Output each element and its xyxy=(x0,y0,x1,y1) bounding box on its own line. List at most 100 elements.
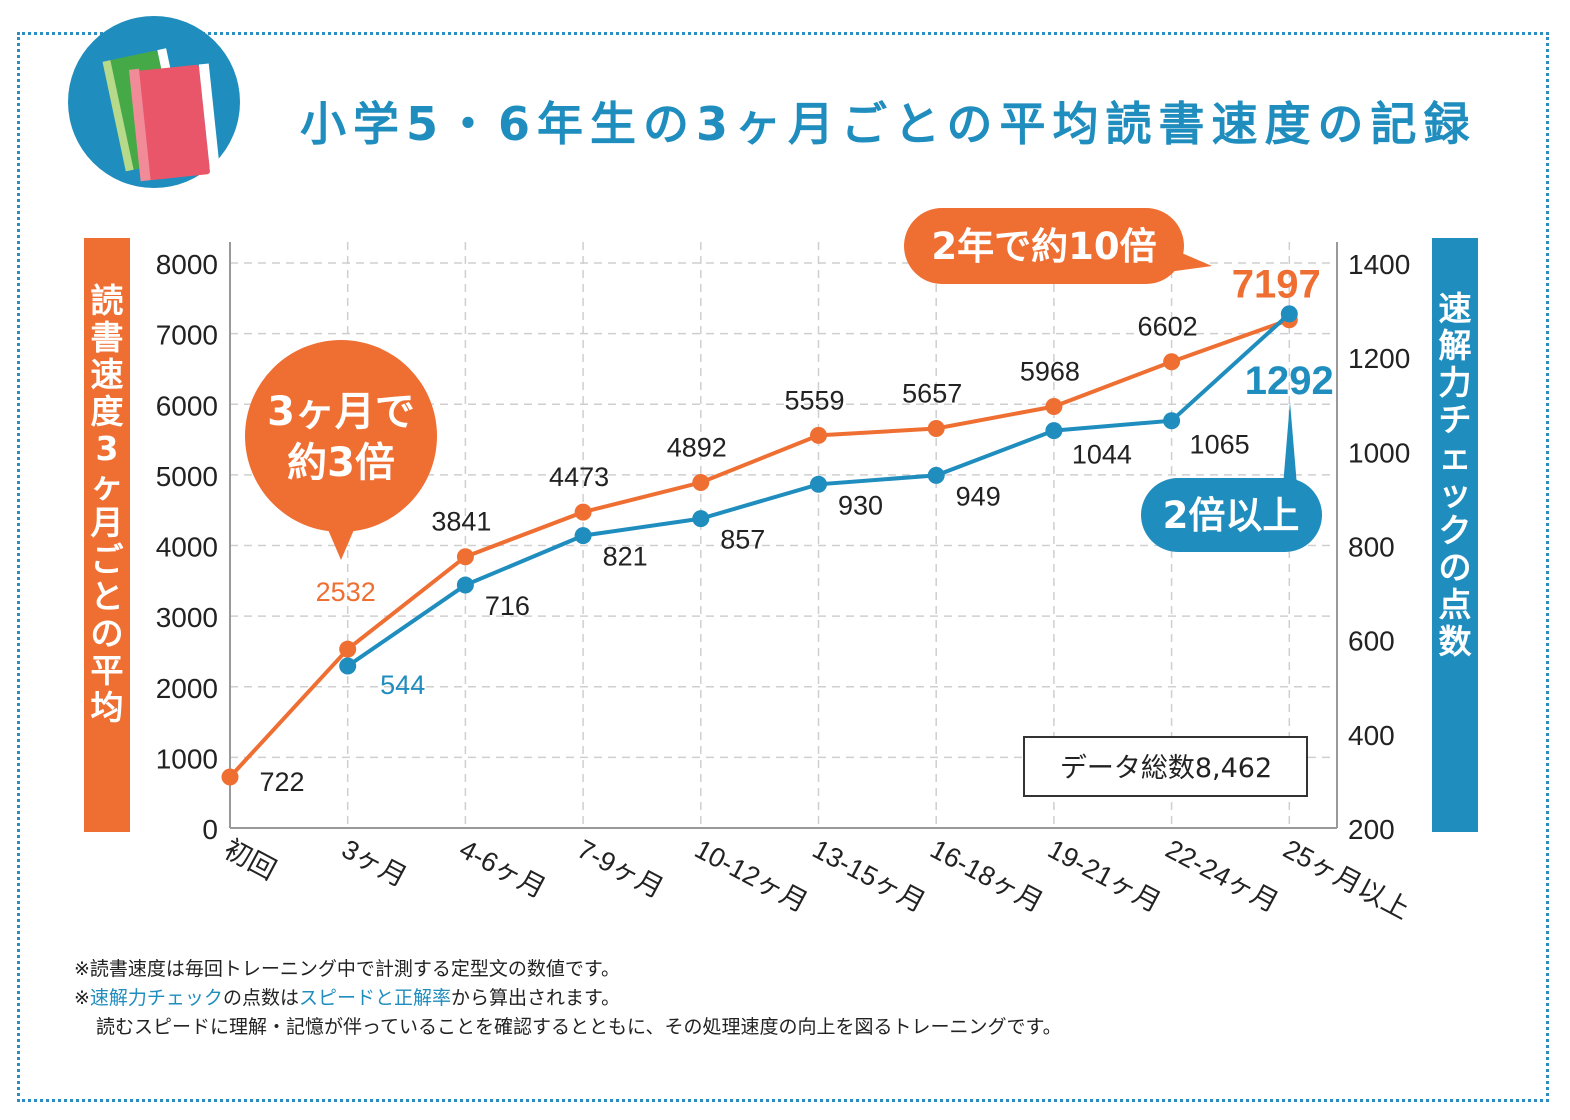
y-left-tick-label: 1000 xyxy=(156,743,218,774)
series-blue-data-label: 544 xyxy=(380,670,425,700)
series-orange-data-label: 2532 xyxy=(316,577,376,607)
series-blue-point xyxy=(927,466,945,484)
y-axis-left-label-char: ご xyxy=(90,540,124,579)
x-tick-label: 4-6ヶ月 xyxy=(455,834,551,904)
series-orange-data-label: 5559 xyxy=(784,385,844,415)
series-orange-data-label: 4892 xyxy=(667,433,727,463)
x-tick-label: 22-24ヶ月 xyxy=(1161,834,1284,918)
y-left-tick-label: 5000 xyxy=(156,461,218,492)
callout-two-years-pointer xyxy=(1168,248,1212,272)
series-orange-point xyxy=(339,640,357,658)
series-blue-point xyxy=(456,576,474,594)
y-axis-left-label-char: 均 xyxy=(90,688,124,727)
y-axis-left-label-char: ヶ xyxy=(90,466,124,505)
note-2-mid: の点数は xyxy=(222,987,299,1009)
y-axis-left-label-char: 平 xyxy=(90,651,124,690)
series-orange-point xyxy=(1163,353,1181,371)
y-left-tick-label: 6000 xyxy=(156,390,218,421)
series-blue-point xyxy=(692,510,710,528)
data-total-box-frame xyxy=(1023,736,1308,797)
callout-three-months-line1: 3ヶ月で xyxy=(267,389,415,435)
x-tick-label: 3ヶ月 xyxy=(337,834,412,893)
series-blue-data-label: 857 xyxy=(720,525,765,555)
callout-double-text: 2倍以上 xyxy=(1163,494,1300,537)
y-axis-right-label-char: 速 xyxy=(1438,289,1472,328)
note-2-prefix: ※ xyxy=(74,987,90,1009)
series-orange-point xyxy=(1045,398,1063,416)
dotted-frame xyxy=(17,32,1549,1102)
y-left-tick-label: 8000 xyxy=(156,249,218,280)
series-orange-data-label: 6602 xyxy=(1138,312,1198,342)
data-total-text: データ総数8,462 xyxy=(1060,753,1272,784)
series-blue-data-label: 1044 xyxy=(1072,440,1132,470)
series-blue-data-label: 716 xyxy=(485,591,530,621)
x-tick-label: 10-12ヶ月 xyxy=(690,834,813,918)
x-tick-label: 19-21ヶ月 xyxy=(1043,834,1166,918)
y-axis-left-label-char: 度 xyxy=(90,392,124,431)
series-orange-data-label: 5657 xyxy=(902,378,962,408)
series-orange-data-label: 5968 xyxy=(1020,357,1080,387)
y-axis-right-label-char: 点 xyxy=(1438,585,1472,624)
data-total-box: データ総数8,462 xyxy=(1023,736,1308,797)
series-orange-line xyxy=(228,317,1290,779)
series-blue-point xyxy=(574,527,592,545)
callout-three-months-bubble xyxy=(245,340,437,532)
series-orange-point xyxy=(810,426,827,444)
y-right-tick-label: 200 xyxy=(1348,814,1395,845)
note-3: 読むスピードに理解・記憶が伴っていることを確認するとともに、その処理速度の向上を… xyxy=(96,1016,1062,1038)
y-left-tick-label: 0 xyxy=(202,814,218,845)
callout-three-months-pointer xyxy=(326,525,356,560)
footnotes: ※読書速度は毎回トレーニング中で計測する定型文の数値です。 ※速解力チェックの点… xyxy=(74,955,1062,1042)
y-right-tick-label: 1200 xyxy=(1348,343,1410,374)
series-orange-point xyxy=(927,419,945,437)
series-orange-data-label: 3841 xyxy=(431,507,491,537)
x-tick-label: 16-18ヶ月 xyxy=(925,834,1048,918)
series-orange-data-label: 7197 xyxy=(1232,263,1321,307)
series-orange-data-label: 722 xyxy=(259,767,304,797)
y-axis-right-label-char: の xyxy=(1438,548,1472,587)
y-axis-left-label-char: と xyxy=(90,577,124,616)
callout-three-months-line2: 約3倍 xyxy=(287,440,395,486)
x-tick-label: 初回 xyxy=(219,834,281,886)
callout-double-pointer xyxy=(1283,402,1297,486)
series-blue-point xyxy=(1163,412,1181,430)
callout-double: 2倍以上 xyxy=(1141,402,1322,552)
series-blue-point xyxy=(1280,305,1298,323)
y-right-tick-label: 600 xyxy=(1348,626,1395,657)
y-axis-right-label-char: ッ xyxy=(1438,474,1472,513)
y-axis-right-label-char: ェ xyxy=(1438,437,1472,476)
y-left-tick-label: 4000 xyxy=(156,532,218,563)
series-blue-data-label: 949 xyxy=(956,481,1001,511)
x-tick-label: 7-9ヶ月 xyxy=(572,834,668,904)
y-right-tick-label: 1400 xyxy=(1348,249,1410,280)
y-right-tick-label: 1000 xyxy=(1348,437,1410,468)
series-blue-data-label: 1065 xyxy=(1190,430,1250,460)
y-axis-left-label-char: 読 xyxy=(90,281,124,320)
y-axis-right-label: 速解力チェックの点数 xyxy=(1432,238,1478,832)
y-axis-left-label-char: 月 xyxy=(90,503,124,542)
y-axis-right-label-char: 力 xyxy=(1438,363,1472,402)
series-blue-point xyxy=(339,657,357,675)
series-orange-point xyxy=(692,474,710,492)
y-right-tick-label: 400 xyxy=(1348,720,1395,751)
series-orange-point xyxy=(456,548,474,566)
series-orange-point xyxy=(221,768,239,786)
y-axis-right-label-char: チ xyxy=(1438,400,1472,439)
callout-two-years-text: 2年で約10倍 xyxy=(931,225,1156,268)
y-axis-right-label-char: 解 xyxy=(1438,326,1472,365)
y-axis-left-label-char: 速 xyxy=(90,355,124,394)
note-2: ※速解力チェックの点数はスピードと正解率から算出されます。 xyxy=(74,984,1062,1013)
series-orange-point xyxy=(574,503,592,521)
y-axis-left-label-char: 書 xyxy=(90,318,124,357)
y-left-tick-label: 2000 xyxy=(156,673,218,704)
callout-two-years: 2年で約10倍 xyxy=(904,208,1212,284)
y-axis-left-label-char: の xyxy=(90,614,124,653)
series-blue-data-label: 821 xyxy=(603,542,648,572)
note-2-term-2: スピードと正解率 xyxy=(298,987,451,1009)
y-left-tick-label: 3000 xyxy=(156,602,218,633)
note-2-term-1: 速解力チェック xyxy=(89,987,223,1009)
x-tick-label: 25ヶ月以上 xyxy=(1278,834,1414,925)
